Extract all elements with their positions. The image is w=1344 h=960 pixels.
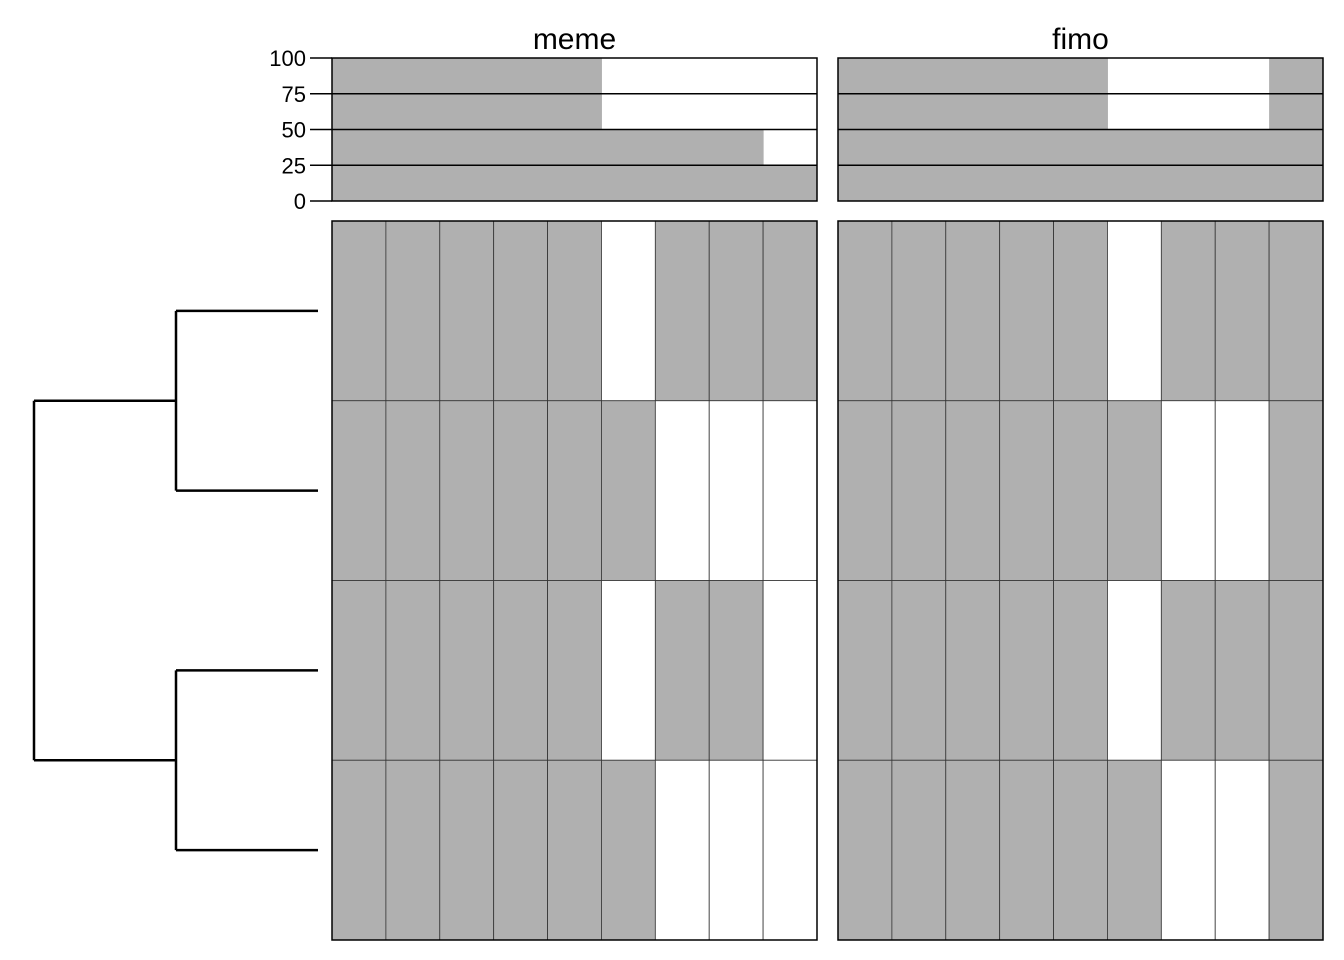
heatmap-cell	[708, 580, 764, 761]
heatmap-cell	[331, 759, 387, 941]
heatmap-cell	[385, 580, 441, 761]
heatmap-cell	[945, 759, 1001, 941]
heatmap-cell	[1268, 220, 1324, 402]
heatmap-cell	[1160, 400, 1216, 581]
heatmap-cell	[762, 220, 818, 402]
heatmap-cell	[945, 220, 1001, 402]
heatmap-cell	[1160, 220, 1216, 402]
heatmap-cell	[1107, 759, 1162, 941]
heatmap-cell	[385, 220, 441, 402]
heatmap-cell	[547, 759, 602, 941]
heatmap-cell	[762, 759, 818, 941]
heatmap-cell	[331, 580, 387, 761]
heatmap-cell	[891, 759, 947, 941]
y-tick-label: 50	[282, 118, 306, 143]
top-panel-border	[837, 57, 1324, 202]
y-tick-label: 75	[282, 82, 306, 107]
heatmap-cell	[837, 580, 893, 761]
panel-title-fimo: fimo	[1052, 23, 1109, 56]
heatmap-cell	[999, 580, 1054, 761]
heatmap-panel-border	[331, 220, 818, 941]
heatmap-cell	[654, 759, 710, 941]
heatmap-cell	[999, 220, 1054, 402]
heatmap-cell	[1214, 400, 1270, 581]
heatmap-cell	[762, 400, 818, 581]
heatmap-cell	[1268, 580, 1324, 761]
heatmap-cell	[1107, 580, 1162, 761]
heatmap-cell	[891, 220, 947, 402]
heatmap-cell	[762, 580, 818, 761]
y-tick-label: 0	[294, 189, 306, 214]
heatmap-cell	[493, 400, 548, 581]
heatmap-cell	[891, 580, 947, 761]
heatmap-cell	[1214, 580, 1270, 761]
heatmap-cell	[439, 580, 495, 761]
heatmap-cell	[601, 220, 656, 402]
heatmap-cell	[493, 580, 548, 761]
heatmap-cell	[1107, 220, 1162, 402]
heatmap-cell	[708, 220, 764, 402]
heatmap-cell	[439, 400, 495, 581]
heatmap-cell	[1160, 759, 1216, 941]
heatmap-cell	[654, 400, 710, 581]
heatmap-cell	[1107, 400, 1162, 581]
heatmap-cell	[547, 580, 602, 761]
heatmap-cell	[999, 400, 1054, 581]
heatmap-cell	[331, 400, 387, 581]
heatmap-cell	[1268, 759, 1324, 941]
panel-title-meme: meme	[533, 23, 616, 56]
heatmap-cell	[1160, 580, 1216, 761]
heatmap-cell	[837, 759, 893, 941]
heatmap-cell	[708, 759, 764, 941]
heatmap-cell	[331, 220, 387, 402]
heatmap-cell	[493, 220, 548, 402]
heatmap-cell	[945, 580, 1001, 761]
heatmap-cell	[654, 580, 710, 761]
heatmap-cell	[654, 220, 710, 402]
heatmap-cell	[547, 400, 602, 581]
heatmap-cell	[493, 759, 548, 941]
heatmap-cell	[837, 400, 893, 581]
y-tick-label: 100	[269, 46, 306, 71]
heatmap-cell	[601, 759, 656, 941]
y-tick-label: 25	[282, 153, 306, 178]
heatmap-cell	[439, 220, 495, 402]
heatmap-cell	[1053, 759, 1108, 941]
heatmap-cell	[999, 759, 1054, 941]
heatmap-cell	[1214, 220, 1270, 402]
heatmap-cell	[439, 759, 495, 941]
heatmap-cell	[385, 759, 441, 941]
heatmap-cell	[601, 580, 656, 761]
heatmap-cell	[837, 220, 893, 402]
heatmap-cell	[385, 400, 441, 581]
heatmap-cell	[1053, 220, 1108, 402]
top-bar	[763, 165, 818, 201]
heatmap-cell	[1053, 400, 1108, 581]
heatmap-cell	[945, 400, 1001, 581]
heatmap-cell	[601, 400, 656, 581]
heatmap-panel-border	[837, 220, 1324, 941]
heatmap-cell	[547, 220, 602, 402]
heatmap-cell	[891, 400, 947, 581]
heatmap-cell	[1214, 759, 1270, 941]
heatmap-cell	[1268, 400, 1324, 581]
heatmap-cell	[1053, 580, 1108, 761]
heatmap-cell	[708, 400, 764, 581]
